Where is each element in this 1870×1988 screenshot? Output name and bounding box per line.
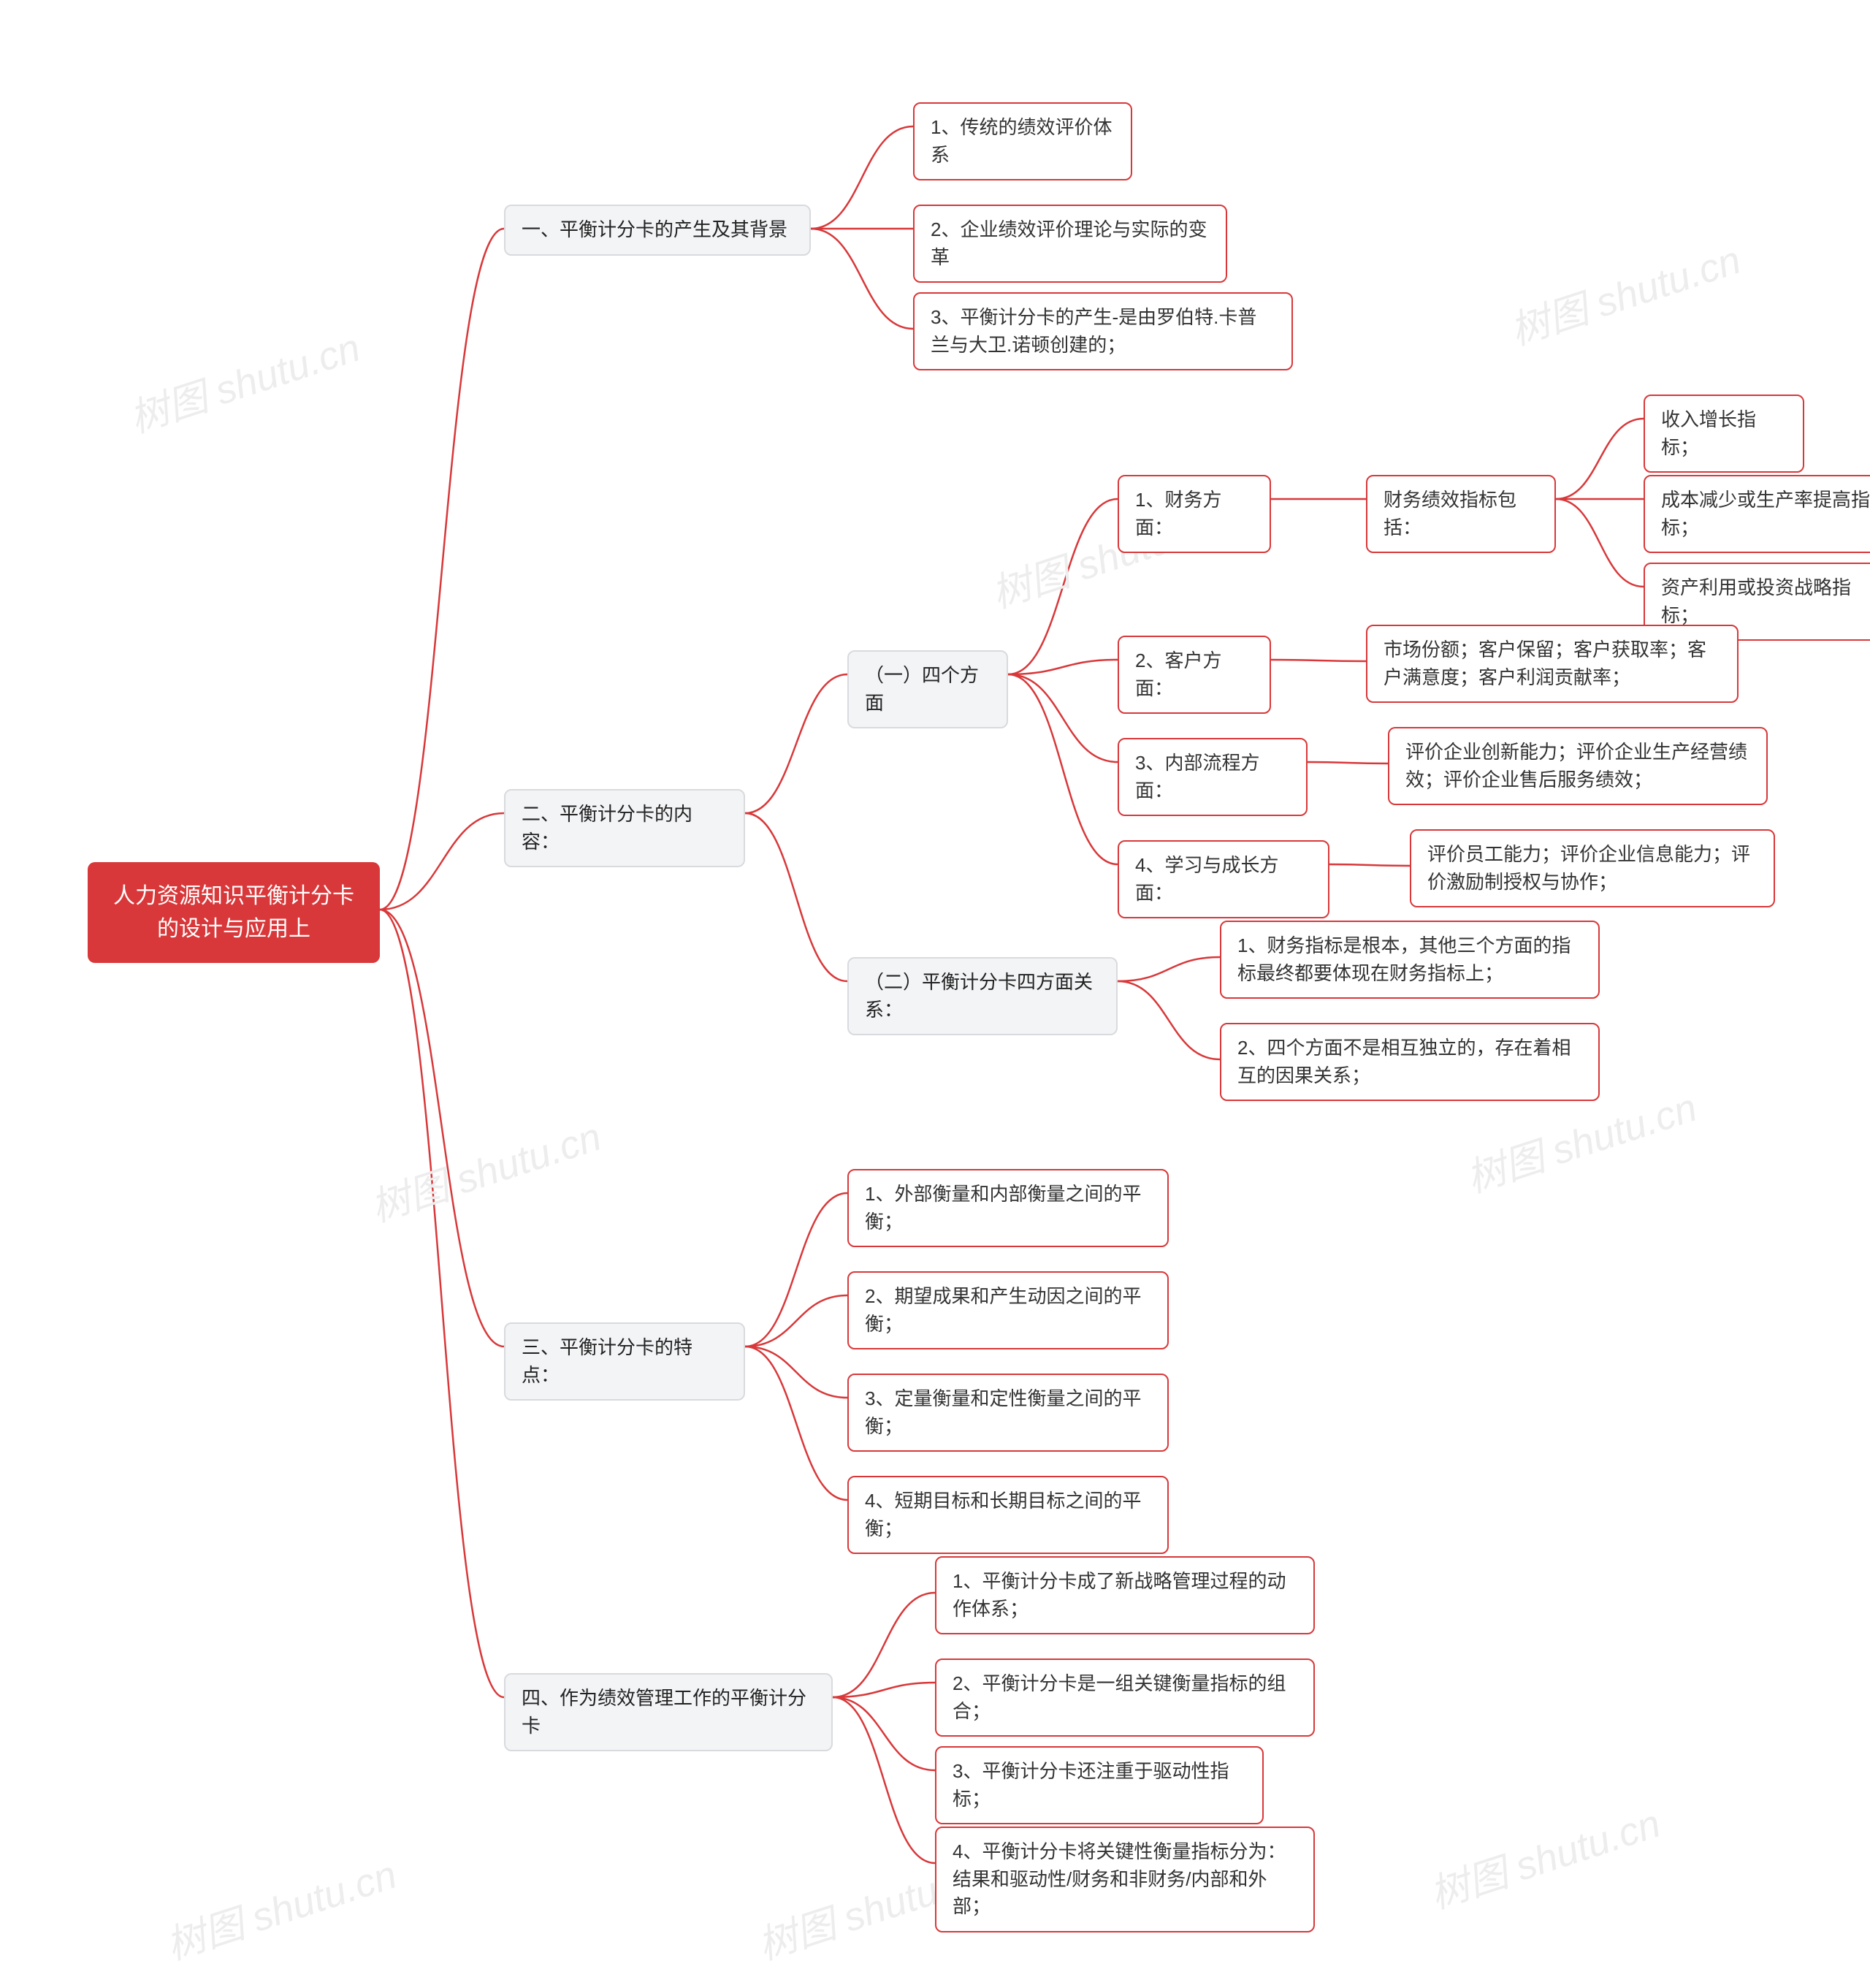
node-label: 三、平衡计分卡的特点： <box>522 1334 728 1389</box>
node-label: 3、平衡计分卡还注重于驱动性指标； <box>953 1758 1246 1813</box>
edge <box>1008 660 1118 674</box>
node-label: 3、定量衡量和定性衡量之间的平衡； <box>865 1385 1151 1440</box>
node-label: 4、短期目标和长期目标之间的平衡； <box>865 1488 1151 1542</box>
node-label: 3、内部流程方面： <box>1135 750 1290 804</box>
node-label: 1、传统的绩效评价体系 <box>931 114 1115 169</box>
leaf-node: 1、平衡计分卡成了新战略管理过程的动作体系； <box>935 1556 1315 1634</box>
mindmap-canvas: 树图 shutu.cn 树图 shutu.cn 树图 shutu.cn 树图 shut… <box>0 0 1870 1988</box>
edge <box>811 126 913 229</box>
leaf-node: 3、平衡计分卡的产生-是由罗伯特.卡普兰与大卫.诺顿创建的； <box>913 292 1293 370</box>
node-label: 财务绩效指标包括： <box>1384 487 1538 541</box>
node-label: 二、平衡计分卡的内容： <box>522 801 728 856</box>
leaf-node: 3、内部流程方面： <box>1118 738 1308 816</box>
leaf-node: 成本减少或生产率提高指标； <box>1644 475 1870 553</box>
edge <box>380 229 504 910</box>
edge <box>1008 674 1118 762</box>
branch-node: 二、平衡计分卡的内容： <box>504 789 745 867</box>
leaf-node: 财务绩效指标包括： <box>1366 475 1556 553</box>
leaf-node: 2、客户方面： <box>1118 636 1271 714</box>
node-label: 2、四个方面不是相互独立的，存在着相互的因果关系； <box>1237 1035 1582 1089</box>
leaf-node: 1、传统的绩效评价体系 <box>913 102 1132 180</box>
node-label: 4、平衡计分卡将关键性衡量指标分为：结果和驱动性/财务和非财务/内部和外部； <box>953 1838 1297 1921</box>
branch-node: 四、作为绩效管理工作的平衡计分卡 <box>504 1673 833 1751</box>
edge <box>1556 499 1644 587</box>
leaf-node: 4、学习与成长方面： <box>1118 840 1329 918</box>
edge <box>1118 957 1220 981</box>
leaf-node: 2、平衡计分卡是一组关键衡量指标的组合； <box>935 1658 1315 1737</box>
node-label: 4、学习与成长方面： <box>1135 852 1312 907</box>
node-label: 2、企业绩效评价理论与实际的变革 <box>931 216 1210 271</box>
node-label: 2、期望成果和产生动因之间的平衡； <box>865 1283 1151 1338</box>
leaf-node: 2、期望成果和产生动因之间的平衡； <box>847 1271 1169 1349</box>
branch-node: （一）四个方面 <box>847 650 1008 728</box>
watermark: 树图 shutu.cn <box>1502 227 1747 356</box>
root-node: 人力资源知识平衡计分卡的设计与应用上 <box>88 862 380 963</box>
edge <box>745 674 847 813</box>
leaf-node: 评价企业创新能力；评价企业生产经营绩效；评价企业售后服务绩效； <box>1388 727 1768 805</box>
edge <box>811 229 913 329</box>
node-label: 评价员工能力；评价企业信息能力；评价激励制授权与协作； <box>1427 841 1758 896</box>
node-label: 收入增长指标； <box>1661 406 1787 461</box>
node-label: 2、客户方面： <box>1135 647 1253 702</box>
node-label: 2、平衡计分卡是一组关键衡量指标的组合； <box>953 1670 1297 1725</box>
watermark: 树图 shutu.cn <box>158 1842 403 1970</box>
edge <box>1329 864 1410 866</box>
edge <box>1008 674 1118 864</box>
edge <box>833 1697 935 1770</box>
leaf-node: 1、外部衡量和内部衡量之间的平衡； <box>847 1169 1169 1247</box>
edge <box>1271 660 1366 661</box>
leaf-node: 3、定量衡量和定性衡量之间的平衡； <box>847 1374 1169 1452</box>
edge <box>745 813 847 981</box>
node-label: 1、财务指标是根本，其他三个方面的指标最终都要体现在财务指标上； <box>1237 932 1582 987</box>
edge <box>1118 981 1220 1059</box>
node-label: 人力资源知识平衡计分卡的设计与应用上 <box>113 880 354 945</box>
watermark: 树图 shutu.cn <box>1421 1791 1667 1919</box>
leaf-node: 3、平衡计分卡还注重于驱动性指标； <box>935 1746 1264 1824</box>
node-label: 成本减少或生产率提高指标； <box>1661 487 1870 541</box>
edge <box>745 1347 847 1500</box>
leaf-node: 市场份额；客户保留；客户获取率；客户满意度；客户利润贡献率； <box>1366 625 1739 703</box>
watermark: 树图 shutu.cn <box>362 1104 608 1233</box>
leaf-node: 评价员工能力；评价企业信息能力；评价激励制授权与协作； <box>1410 829 1775 907</box>
edge <box>1556 419 1644 499</box>
node-label: 评价企业创新能力；评价企业生产经营绩效；评价企业售后服务绩效； <box>1405 739 1750 793</box>
edge <box>380 910 504 1347</box>
node-label: （一）四个方面 <box>865 662 991 717</box>
leaf-node: 1、财务指标是根本，其他三个方面的指标最终都要体现在财务指标上； <box>1220 921 1600 999</box>
node-label: 四、作为绩效管理工作的平衡计分卡 <box>522 1685 815 1740</box>
edge <box>833 1593 935 1697</box>
leaf-node: 2、四个方面不是相互独立的，存在着相互的因果关系； <box>1220 1023 1600 1101</box>
edge <box>745 1295 847 1347</box>
edge <box>833 1683 935 1697</box>
edge <box>380 910 504 1697</box>
leaf-node: 2、企业绩效评价理论与实际的变革 <box>913 205 1227 283</box>
branch-node: （二）平衡计分卡四方面关系： <box>847 957 1118 1035</box>
node-label: 3、平衡计分卡的产生-是由罗伯特.卡普兰与大卫.诺顿创建的； <box>931 304 1275 359</box>
node-label: 市场份额；客户保留；客户获取率；客户满意度；客户利润贡献率； <box>1384 636 1721 691</box>
leaf-node: 收入增长指标； <box>1644 395 1804 473</box>
branch-node: 三、平衡计分卡的特点： <box>504 1322 745 1401</box>
watermark: 树图 shutu.cn <box>121 315 367 443</box>
edge <box>745 1347 847 1398</box>
leaf-node: 4、平衡计分卡将关键性衡量指标分为：结果和驱动性/财务和非财务/内部和外部； <box>935 1827 1315 1932</box>
node-label: 一、平衡计分卡的产生及其背景 <box>522 216 787 244</box>
leaf-node: 1、财务方面： <box>1118 475 1271 553</box>
node-label: 1、外部衡量和内部衡量之间的平衡； <box>865 1181 1151 1235</box>
node-label: 资产利用或投资战略指标； <box>1661 574 1860 629</box>
edge <box>1008 499 1118 674</box>
edge <box>833 1697 935 1863</box>
node-label: （二）平衡计分卡四方面关系： <box>865 969 1100 1024</box>
edge <box>380 813 504 910</box>
node-label: 1、财务方面： <box>1135 487 1253 541</box>
leaf-node: 4、短期目标和长期目标之间的平衡； <box>847 1476 1169 1554</box>
node-label: 1、平衡计分卡成了新战略管理过程的动作体系； <box>953 1568 1297 1623</box>
branch-node: 一、平衡计分卡的产生及其背景 <box>504 205 811 256</box>
edge <box>1308 762 1388 763</box>
edge <box>745 1193 847 1347</box>
